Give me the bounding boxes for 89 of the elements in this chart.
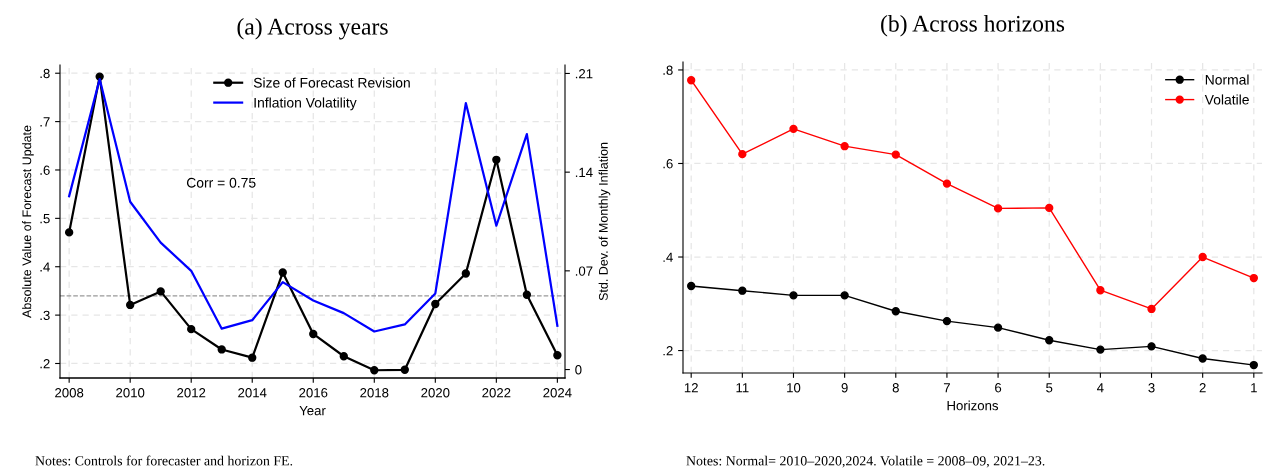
x-tick-label: 9 xyxy=(841,383,848,393)
x-tick-label: 2022 xyxy=(482,388,511,398)
x-tick-label: 12 xyxy=(684,383,698,393)
point xyxy=(891,307,900,316)
point xyxy=(891,150,900,159)
point xyxy=(492,155,501,164)
y2-tick-label: 0 xyxy=(575,365,582,375)
point xyxy=(738,286,747,295)
y-tick-label: .3 xyxy=(40,310,50,321)
x-tick-label: 2020 xyxy=(421,388,450,398)
point xyxy=(840,291,849,300)
point xyxy=(993,323,1003,332)
point xyxy=(187,324,196,334)
point xyxy=(553,351,562,360)
point xyxy=(993,204,1003,213)
point xyxy=(431,299,440,309)
y-tick-label: .8 xyxy=(40,68,50,79)
x-tick-label: 11 xyxy=(736,383,749,393)
point xyxy=(1147,342,1156,351)
y2-tick-label: .07 xyxy=(575,266,593,276)
y-axis-title: Absolute Value of Forecast Update xyxy=(22,125,34,318)
point xyxy=(339,352,348,361)
y2-tick-label: .14 xyxy=(575,167,593,177)
point xyxy=(64,228,74,237)
x-axis-title: Horizons xyxy=(947,400,999,411)
point xyxy=(156,287,165,296)
point xyxy=(789,291,798,300)
y-tick-label: .4 xyxy=(663,252,673,262)
x-tick-label: 2012 xyxy=(177,388,206,398)
x-tick-label: 4 xyxy=(1097,383,1104,393)
point xyxy=(687,281,696,291)
legend-label: Normal xyxy=(1205,74,1249,85)
point xyxy=(1249,273,1258,283)
y-tick-label: .6 xyxy=(40,165,50,175)
point xyxy=(126,300,135,310)
point xyxy=(1045,203,1054,213)
chart-title: (a) Across years xyxy=(237,18,388,40)
point xyxy=(1096,345,1105,354)
legend-label: Inflation Volatility xyxy=(254,97,357,111)
point xyxy=(789,124,798,134)
point xyxy=(522,290,532,299)
y-tick-label: .5 xyxy=(40,214,50,224)
x-tick-label: 3 xyxy=(1148,383,1155,393)
x-tick-label: 2 xyxy=(1199,383,1206,393)
point xyxy=(1249,360,1258,370)
y-tick-label: .4 xyxy=(40,262,50,272)
x-tick-label: 5 xyxy=(1046,383,1053,393)
y-tick-label: .2 xyxy=(663,346,673,356)
point xyxy=(1096,286,1105,295)
point xyxy=(309,329,318,339)
point xyxy=(370,366,379,375)
point xyxy=(942,316,952,326)
point xyxy=(400,365,409,374)
x-tick-label: 1 xyxy=(1251,383,1257,393)
legend-label: Volatile xyxy=(1204,94,1249,105)
point xyxy=(1147,304,1156,314)
text: Notes: Normal= 2010–2020,2024. Volatile = 2008–09, 2021–23. xyxy=(686,455,1045,468)
point xyxy=(1198,252,1207,262)
y-tick-label: .7 xyxy=(40,117,50,127)
x-tick-label: 2018 xyxy=(360,388,389,398)
x-tick-label: 8 xyxy=(892,383,899,393)
point xyxy=(1198,354,1207,363)
x-tick-label: 2010 xyxy=(116,388,145,398)
x-tick-label: 2016 xyxy=(299,388,328,398)
x-tick-label: 10 xyxy=(787,383,801,393)
point xyxy=(840,142,849,151)
x-tick-label: 2008 xyxy=(55,388,84,398)
y-tick-label: .8 xyxy=(663,65,673,75)
x-tick-label: 7 xyxy=(943,383,950,393)
annotation: Corr = 0.75 xyxy=(186,177,256,188)
point xyxy=(248,353,257,362)
chart-title: (b) Across horizons xyxy=(881,15,1065,37)
point xyxy=(461,269,470,278)
point xyxy=(278,268,287,277)
point xyxy=(738,149,747,159)
text: Notes: Controls for forecaster and horizon FE. xyxy=(35,455,293,466)
point xyxy=(687,76,696,85)
x-tick-label: 2014 xyxy=(238,388,267,398)
point xyxy=(217,345,226,354)
point xyxy=(1045,336,1054,345)
y-tick-label: .2 xyxy=(40,359,50,369)
x-tick-label: 2024 xyxy=(543,388,572,398)
x-tick-label: 6 xyxy=(995,383,1002,393)
x-axis-title: Year xyxy=(299,406,326,416)
y2-tick-label: .21 xyxy=(575,69,593,79)
point xyxy=(942,179,952,188)
legend-label: Size of Forecast Revision xyxy=(253,77,410,88)
y-tick-label: .6 xyxy=(663,159,673,169)
y2-axis-title: Std. Dev. of Monthly Inflation xyxy=(598,142,611,301)
